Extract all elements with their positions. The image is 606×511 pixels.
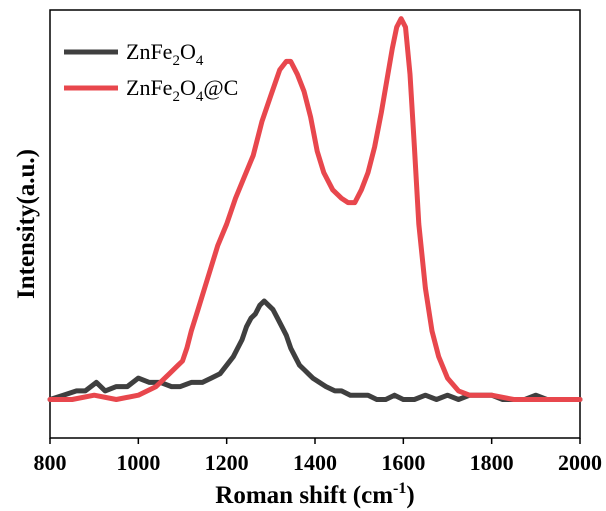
x-tick-label: 1600: [381, 450, 425, 475]
x-tick-label: 1000: [116, 450, 160, 475]
series-layer: [47, 16, 583, 402]
x-axis-title: Roman shift (cm-1): [215, 480, 414, 509]
series-line-1: [47, 16, 583, 402]
x-tick-label: 2000: [558, 450, 602, 475]
x-tick-label: 800: [34, 450, 67, 475]
y-axis-title: Intensity(a.u.): [13, 149, 40, 299]
x-tick-label: 1800: [470, 450, 514, 475]
x-tick-label: 1200: [205, 450, 249, 475]
legend-label-0: ZnFe2O4: [126, 39, 204, 69]
series-line-0: [47, 298, 583, 402]
x-ticks: 800 1000 1200 1400 1600 1800 2000: [34, 438, 602, 475]
x-tick-label: 1400: [293, 450, 337, 475]
legend-label-1: ZnFe2O4@C: [126, 75, 238, 105]
legend: ZnFe2O4 ZnFe2O4@C: [64, 39, 238, 105]
